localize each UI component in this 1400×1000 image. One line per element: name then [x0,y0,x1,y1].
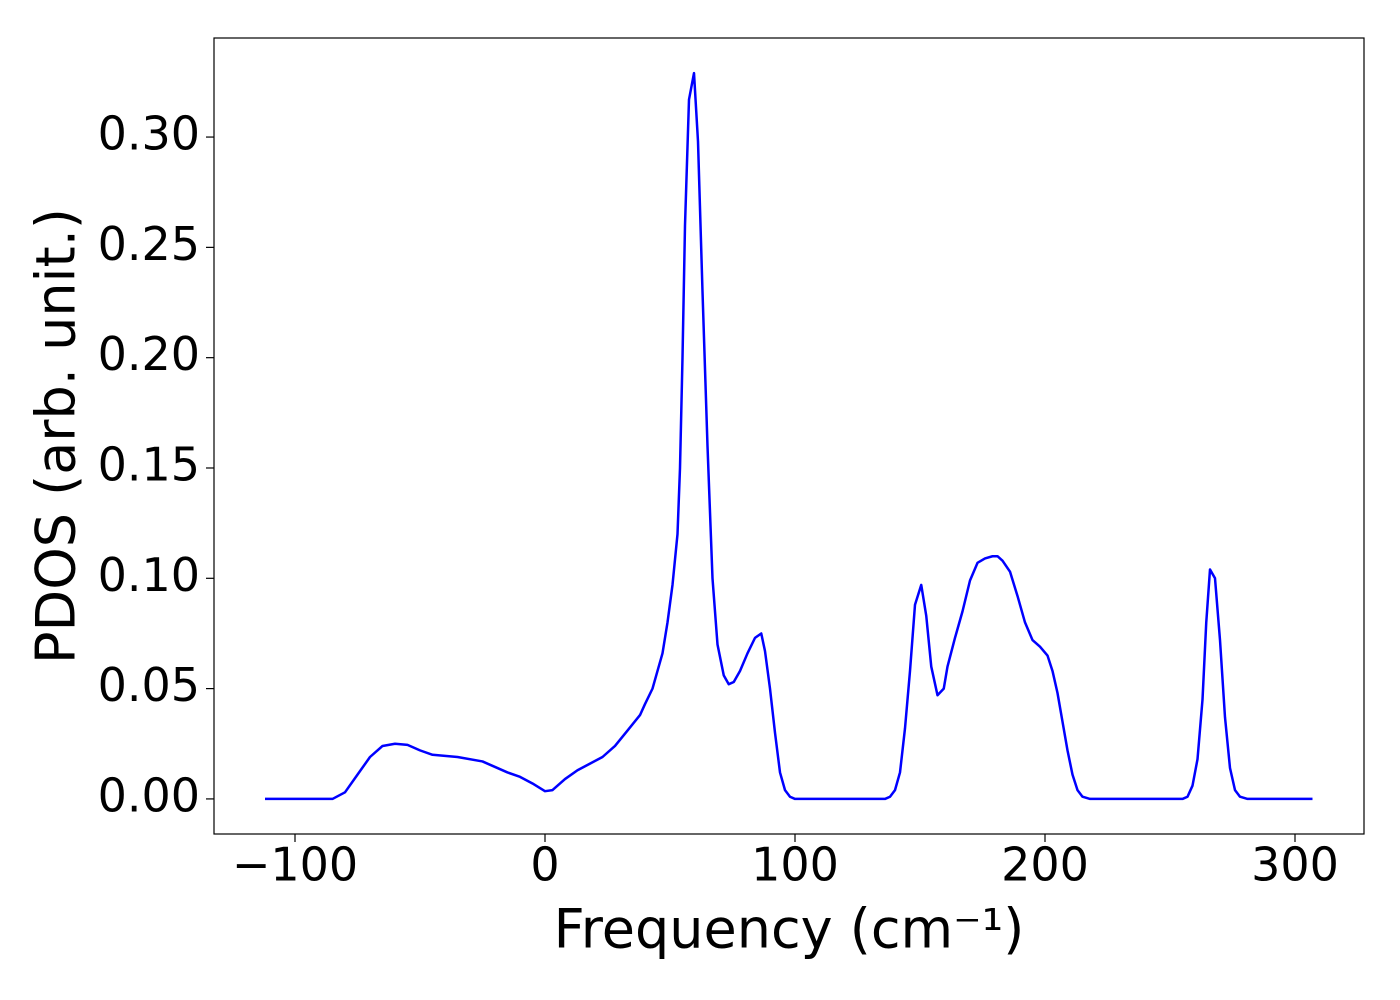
y-tick-label: 0.10 [98,548,200,602]
y-tick-label: 0.05 [98,658,200,712]
y-tick-label: 0.00 [98,768,200,822]
x-tick-label: 0 [530,838,559,892]
x-tick-label: 200 [1001,838,1089,892]
y-tick-label: 0.25 [98,217,200,271]
plot-frame [213,37,1365,835]
y-tick-label: 0.15 [98,437,200,491]
y-axis-label: PDOS (arb. unit.) [25,208,88,664]
x-tick-label: −100 [232,838,358,892]
x-tick-label: 100 [751,838,839,892]
data-line [265,71,1313,801]
y-tick-label: 0.20 [98,327,200,381]
x-tick-label: 300 [1251,838,1339,892]
y-tick-label: 0.30 [98,107,200,161]
x-axis-label: Frequency (cm⁻¹) [554,898,1025,961]
